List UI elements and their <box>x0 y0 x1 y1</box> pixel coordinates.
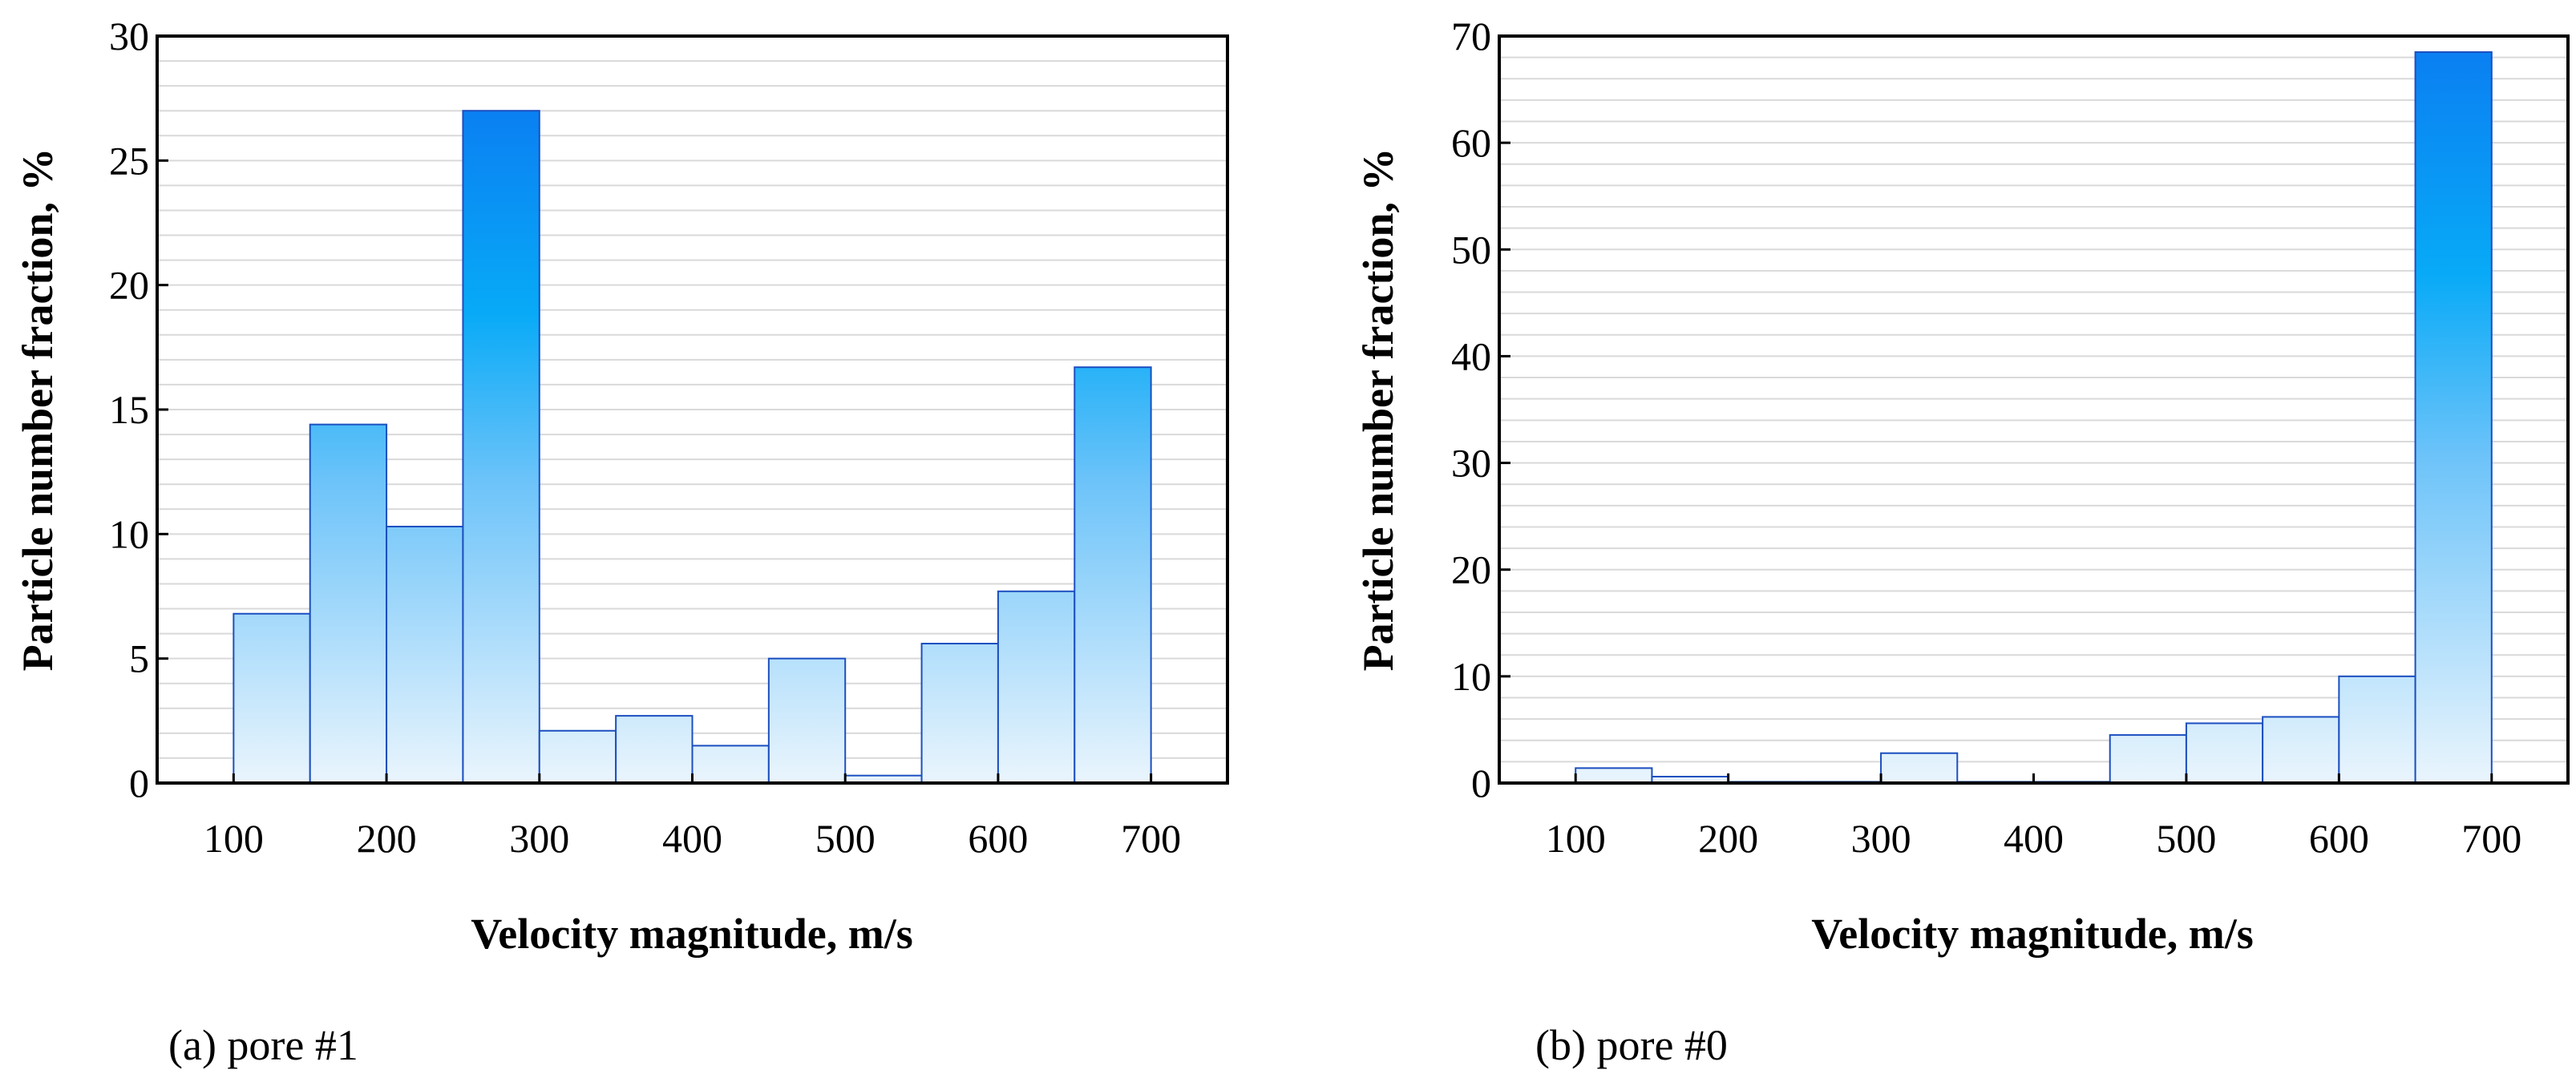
chart-a-y-ticks: 0 5 10 15 20 25 30 <box>109 14 168 805</box>
chart-b-caption: (b) pore #0 <box>1535 1021 1728 1069</box>
y-tick-label: 15 <box>109 387 149 432</box>
chart-b-bars <box>1575 50 2493 784</box>
y-tick-label: 20 <box>109 263 149 308</box>
y-tick-label: 5 <box>129 636 149 681</box>
x-tick-label: 500 <box>815 816 876 861</box>
bar-550-600 <box>920 643 999 784</box>
x-tick-label: 100 <box>1546 816 1606 861</box>
y-tick-label: 40 <box>1451 333 1491 378</box>
x-tick-label: 100 <box>204 816 264 861</box>
chart-b: 0 10 20 30 40 50 60 70 100 200 300 400 500 600 700 Pa… <box>1354 14 2570 1069</box>
chart-a-caption: (a) pore #1 <box>168 1021 358 1069</box>
bar-650-700 <box>2414 50 2493 784</box>
x-tick-label: 200 <box>1698 816 1758 861</box>
x-tick-label: 300 <box>1851 816 1911 861</box>
bar-600-650 <box>997 590 1076 785</box>
x-tick-label: 400 <box>2004 816 2064 861</box>
bar-600-650 <box>2338 675 2416 784</box>
bar-350-400 <box>615 715 694 784</box>
chart-b-x-ticks: 100 200 300 400 500 600 700 <box>1546 773 2521 861</box>
y-tick-label: 30 <box>109 14 149 59</box>
bar-100-150 <box>233 612 311 784</box>
bar-250-300 <box>462 110 540 784</box>
y-tick-label: 30 <box>1451 441 1491 486</box>
bar-450-500 <box>767 657 847 785</box>
chart-a-ylabel: Particle number fraction, % <box>14 148 62 672</box>
chart-b-xlabel: Velocity magnitude, m/s <box>1811 910 2254 958</box>
chart-a-xlabel: Velocity magnitude, m/s <box>471 910 913 958</box>
y-tick-label: 60 <box>1451 120 1491 165</box>
y-tick-label: 10 <box>109 511 149 556</box>
chart-a-bars <box>233 110 1152 785</box>
chart-b-ylabel: Particle number fraction, % <box>1354 148 1402 672</box>
x-tick-label: 200 <box>357 816 417 861</box>
y-tick-label: 10 <box>1451 654 1491 699</box>
y-tick-label: 0 <box>1471 761 1491 805</box>
y-tick-label: 20 <box>1451 547 1491 592</box>
x-tick-label: 500 <box>2156 816 2216 861</box>
y-tick-label: 25 <box>109 138 149 183</box>
x-tick-label: 700 <box>1121 816 1181 861</box>
y-tick-label: 70 <box>1451 14 1491 59</box>
x-tick-label: 700 <box>2461 816 2521 861</box>
bar-100-150 <box>1575 767 1653 784</box>
bar-450-500 <box>2109 734 2187 784</box>
chart-b-plot-area <box>1499 36 2568 783</box>
bar-150-200 <box>309 423 388 784</box>
y-tick-label: 50 <box>1451 227 1491 272</box>
bar-200-250 <box>386 526 464 784</box>
x-tick-label: 600 <box>2309 816 2369 861</box>
bar-300-350 <box>1880 752 1959 784</box>
x-tick-label: 400 <box>662 816 722 861</box>
chart-a-x-ticks: 100 200 300 400 500 600 700 <box>204 773 1181 861</box>
y-tick-label: 0 <box>129 761 149 805</box>
bar-550-600 <box>2262 716 2340 784</box>
x-tick-label: 600 <box>968 816 1028 861</box>
bar-400-450 <box>691 745 770 785</box>
chart-b-y-ticks: 0 10 20 30 40 50 60 70 <box>1451 14 1510 805</box>
bar-300-350 <box>538 729 617 785</box>
chart-a: 0 5 10 15 20 25 30 100 200 300 400 500 600 700 Parti… <box>14 14 1229 1069</box>
x-tick-label: 300 <box>509 816 569 861</box>
bar-650-700 <box>1074 366 1152 785</box>
bar-500-550 <box>2185 722 2264 784</box>
